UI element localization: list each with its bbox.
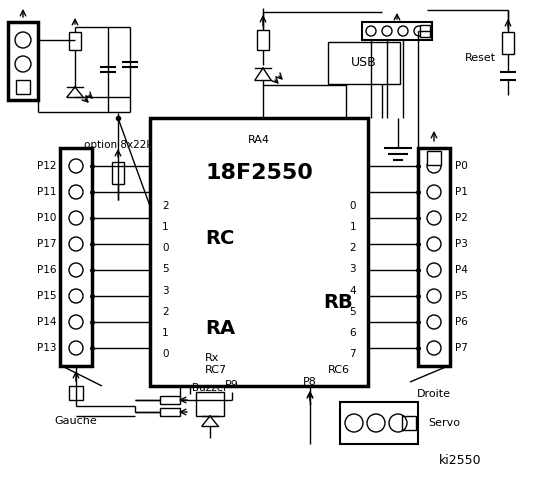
Circle shape — [382, 26, 392, 36]
Circle shape — [389, 414, 407, 432]
Text: 3: 3 — [162, 286, 169, 296]
Circle shape — [427, 159, 441, 173]
Text: ki2550: ki2550 — [439, 454, 481, 467]
Circle shape — [69, 263, 83, 277]
Circle shape — [414, 26, 424, 36]
Text: 7: 7 — [349, 349, 356, 359]
Text: RA: RA — [205, 319, 235, 337]
Circle shape — [345, 414, 363, 432]
Circle shape — [15, 32, 31, 48]
Bar — [427, 151, 441, 165]
Text: RC7: RC7 — [205, 365, 227, 375]
Text: RB: RB — [323, 293, 353, 312]
Text: Droite: Droite — [417, 389, 451, 399]
Circle shape — [366, 26, 376, 36]
Circle shape — [69, 289, 83, 303]
Bar — [69, 386, 83, 400]
Bar — [160, 396, 180, 404]
Text: P6: P6 — [455, 317, 468, 327]
Text: 5: 5 — [162, 264, 169, 275]
Text: P1: P1 — [455, 187, 468, 197]
Text: 0: 0 — [162, 349, 169, 359]
Circle shape — [398, 26, 408, 36]
Text: P10: P10 — [36, 213, 56, 223]
Bar — [420, 25, 430, 37]
Text: P16: P16 — [36, 265, 56, 275]
Text: USB: USB — [351, 57, 377, 70]
Text: P17: P17 — [36, 239, 56, 249]
Text: RC6: RC6 — [328, 365, 350, 375]
Text: Reset: Reset — [465, 53, 496, 63]
Text: Gauche: Gauche — [55, 416, 97, 426]
Circle shape — [427, 315, 441, 329]
Text: P3: P3 — [455, 239, 468, 249]
Bar — [402, 416, 416, 430]
Text: RA4: RA4 — [248, 135, 270, 145]
Circle shape — [427, 341, 441, 355]
Circle shape — [69, 211, 83, 225]
Text: P13: P13 — [36, 343, 56, 353]
Circle shape — [69, 185, 83, 199]
Text: 1: 1 — [162, 222, 169, 232]
Bar — [150, 118, 368, 386]
Bar — [112, 162, 124, 184]
Circle shape — [427, 237, 441, 251]
Text: 2: 2 — [349, 243, 356, 253]
Text: 6: 6 — [349, 328, 356, 338]
Text: P9: P9 — [225, 380, 239, 390]
Circle shape — [427, 211, 441, 225]
Circle shape — [15, 56, 31, 72]
Circle shape — [69, 341, 83, 355]
Text: P0: P0 — [455, 161, 468, 171]
Text: P14: P14 — [36, 317, 56, 327]
Text: 4: 4 — [349, 286, 356, 296]
Bar — [69, 32, 81, 50]
Text: 3: 3 — [349, 264, 356, 275]
Circle shape — [367, 414, 385, 432]
Text: 18F2550: 18F2550 — [205, 163, 313, 183]
Text: P7: P7 — [455, 343, 468, 353]
Bar — [16, 80, 30, 94]
Text: P15: P15 — [36, 291, 56, 301]
Text: P2: P2 — [455, 213, 468, 223]
Bar — [196, 392, 224, 416]
Bar — [418, 148, 450, 366]
Text: P5: P5 — [455, 291, 468, 301]
Text: RC: RC — [205, 228, 234, 248]
Text: 0: 0 — [162, 243, 169, 253]
Text: Servo: Servo — [428, 418, 460, 428]
Circle shape — [427, 263, 441, 277]
Text: 2: 2 — [162, 201, 169, 211]
Bar — [340, 402, 418, 444]
Text: 1: 1 — [349, 222, 356, 232]
Text: 0: 0 — [349, 201, 356, 211]
Circle shape — [427, 289, 441, 303]
Bar — [502, 32, 514, 54]
Text: 1: 1 — [162, 328, 169, 338]
Text: P12: P12 — [36, 161, 56, 171]
Text: P4: P4 — [455, 265, 468, 275]
Bar — [160, 408, 180, 416]
Circle shape — [427, 185, 441, 199]
Circle shape — [69, 237, 83, 251]
Bar — [257, 30, 269, 50]
Bar — [8, 22, 38, 100]
Text: P11: P11 — [36, 187, 56, 197]
Bar — [60, 148, 92, 366]
Circle shape — [69, 315, 83, 329]
Text: option 8x22k: option 8x22k — [84, 140, 152, 150]
Text: 5: 5 — [349, 307, 356, 317]
Text: P8: P8 — [303, 377, 317, 387]
Circle shape — [69, 159, 83, 173]
Bar — [328, 42, 400, 84]
Text: Buzzer: Buzzer — [192, 383, 228, 393]
Text: Rx: Rx — [205, 353, 220, 363]
Text: 2: 2 — [162, 307, 169, 317]
Bar — [362, 22, 432, 40]
